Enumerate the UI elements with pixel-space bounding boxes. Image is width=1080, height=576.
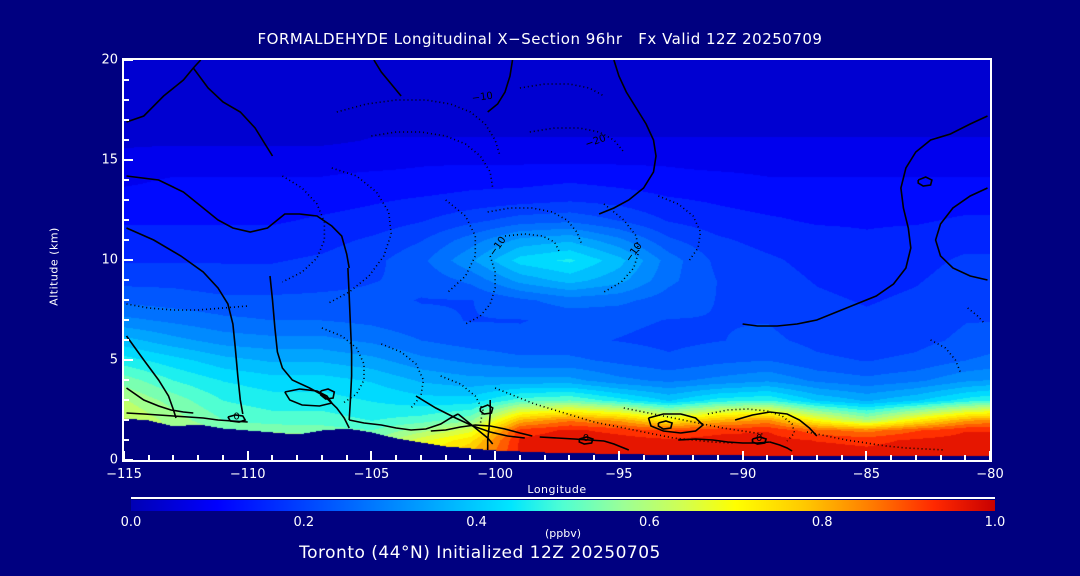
x-axis-minor-tick (593, 455, 596, 460)
y-axis-tick-label: 0 (109, 452, 118, 468)
colorbar-tick-label: 0.2 (293, 515, 315, 530)
x-axis-major-tick (370, 451, 373, 460)
colorbar-tick-label: 0.8 (811, 515, 833, 530)
figure-footer: Toronto (44°N) Initialized 12Z 20250705 (299, 543, 661, 563)
y-axis-minor-tick (124, 179, 129, 181)
y-axis-minor-tick (124, 99, 129, 101)
x-axis-minor-tick (939, 455, 942, 460)
y-axis-tick-label: 20 (101, 52, 118, 68)
x-axis-major-tick (246, 451, 249, 460)
x-axis-tick-label: −105 (353, 467, 390, 482)
y-axis-major-tick (124, 59, 133, 61)
x-axis-minor-tick (444, 455, 447, 460)
x-axis-minor-tick (667, 455, 670, 460)
x-axis-minor-tick (271, 455, 274, 460)
x-axis-minor-tick (469, 455, 472, 460)
x-axis-major-tick (123, 451, 125, 460)
y-axis-minor-tick (124, 299, 129, 301)
x-axis-minor-tick (791, 455, 794, 460)
x-axis-minor-tick (543, 455, 546, 460)
y-axis-minor-tick (124, 399, 129, 401)
y-axis-minor-tick (124, 199, 129, 201)
x-axis-tick-label: −115 (106, 467, 142, 482)
y-axis-minor-tick (124, 79, 129, 81)
x-axis-major-tick (989, 451, 991, 460)
colorbar-tick-label: 0.0 (120, 515, 142, 530)
y-axis-major-tick (124, 359, 133, 361)
y-axis-tick-label: 5 (109, 352, 118, 368)
y-axis-major-tick (124, 259, 133, 261)
y-axis-title: Altitude (km) (47, 227, 61, 306)
colorbar-units-label: (ppbv) (544, 527, 582, 540)
x-axis-minor-tick (296, 455, 299, 460)
x-axis-minor-tick (692, 455, 695, 460)
x-axis-minor-tick (221, 455, 224, 460)
x-axis-minor-tick (518, 455, 521, 460)
y-axis-minor-tick (124, 239, 129, 241)
y-axis-major-tick (124, 159, 133, 161)
colorbar-tick-label: 0.6 (639, 515, 660, 530)
x-axis-tick-label: −100 (477, 467, 513, 482)
x-axis-minor-tick (419, 455, 422, 460)
colorbar-top-rule (131, 497, 995, 499)
x-axis-minor-tick (716, 455, 719, 460)
x-axis-tick-label: −90 (728, 467, 757, 482)
x-axis-minor-tick (840, 455, 843, 460)
x-axis-title: Longitude (527, 483, 587, 496)
y-axis-minor-tick (124, 339, 129, 341)
x-axis-minor-tick (964, 455, 967, 460)
x-axis-major-tick (865, 451, 868, 460)
y-axis-tick-label: 10 (101, 252, 118, 268)
figure-title: FORMALDEHYDE Longitudinal X−Section 96hr… (257, 30, 823, 48)
colorbar-gradient (131, 500, 995, 511)
x-axis-minor-tick (815, 455, 818, 460)
y-axis-minor-tick (124, 219, 129, 221)
y-axis-tick-label: 15 (101, 152, 118, 168)
colorbar-tick-label: 1.0 (984, 515, 1006, 530)
colorbar-tick-label: 0.4 (466, 515, 487, 530)
x-axis-minor-tick (766, 455, 769, 460)
y-axis-major-tick (124, 459, 133, 461)
x-axis-minor-tick (395, 455, 398, 460)
y-axis-minor-tick (124, 319, 129, 321)
filled-contour-field (124, 60, 990, 460)
x-axis-tick-label: −80 (976, 467, 1004, 482)
y-axis-minor-tick (124, 439, 129, 441)
y-axis-minor-tick (124, 139, 129, 141)
x-axis-major-tick (617, 451, 620, 460)
x-axis-minor-tick (568, 455, 571, 460)
y-axis-minor-tick (124, 419, 129, 421)
x-axis-tick-label: −110 (229, 467, 266, 482)
x-axis-major-tick (494, 451, 497, 460)
x-axis-minor-tick (642, 455, 645, 460)
plot-area: 0 0 0 −10 −20 −10 −10 (122, 58, 992, 462)
x-axis-minor-tick (345, 455, 348, 460)
x-axis-tick-label: −85 (852, 467, 880, 482)
x-axis-minor-tick (890, 455, 893, 460)
y-axis-minor-tick (124, 279, 129, 281)
x-axis-minor-tick (320, 455, 323, 460)
x-axis-minor-tick (172, 455, 175, 460)
x-axis-minor-tick (147, 455, 150, 460)
x-axis-tick-label: −95 (605, 467, 633, 482)
x-axis-minor-tick (197, 455, 200, 460)
x-axis-major-tick (741, 451, 744, 460)
x-axis-minor-tick (914, 455, 917, 460)
y-axis-minor-tick (124, 119, 129, 121)
field-canvas (124, 60, 990, 460)
y-axis-minor-tick (124, 379, 129, 381)
